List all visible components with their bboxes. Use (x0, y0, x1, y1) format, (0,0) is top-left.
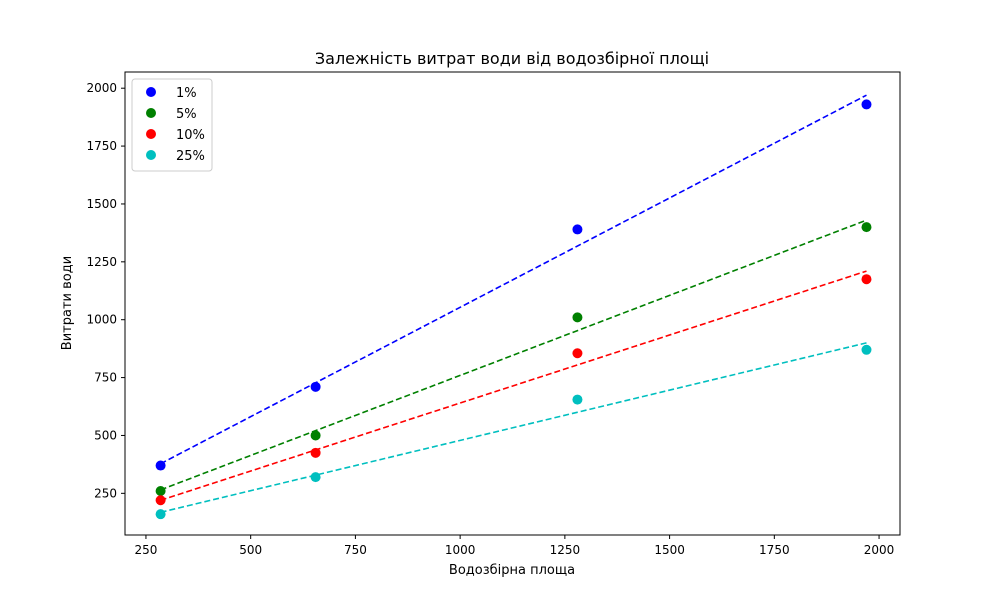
trend-line-2 (160, 270, 867, 502)
x-tick-label: 1000 (445, 543, 476, 557)
y-tick-label: 750 (94, 371, 117, 385)
plot-frame (124, 71, 901, 536)
legend-entry: 10% (176, 128, 205, 143)
legend-marker (146, 129, 156, 139)
legend-marker (146, 150, 156, 160)
data-point (572, 348, 583, 359)
data-point (572, 312, 583, 323)
legend-marker (146, 108, 156, 118)
y-tick-label: 1500 (86, 197, 117, 211)
legend-box (131, 78, 213, 172)
y-tick-label: 1000 (86, 313, 117, 327)
y-tick-label: 1250 (86, 255, 117, 269)
y-tick-label: 250 (94, 486, 117, 500)
x-tick-label: 1500 (654, 543, 685, 557)
data-point (572, 224, 583, 235)
x-tick-label: 2000 (864, 543, 895, 557)
x-tick-label: 250 (134, 543, 157, 557)
data-point (861, 222, 872, 233)
chart-title: Залежність витрат води від водозбірної п… (315, 49, 709, 68)
data-point (310, 472, 321, 483)
legend-entry: 25% (176, 149, 205, 164)
data-point (310, 381, 321, 392)
x-axis-label: Водозбірна площа (449, 563, 575, 578)
x-tick-label: 500 (239, 543, 262, 557)
data-point (572, 394, 583, 405)
x-tick-label: 750 (344, 543, 367, 557)
data-point (155, 495, 166, 506)
data-point (155, 509, 166, 520)
y-tick-label: 2000 (86, 81, 117, 95)
data-point (861, 274, 872, 285)
data-point (861, 344, 872, 355)
y-axis-label: Витрати води (60, 256, 75, 350)
data-point (155, 486, 166, 497)
data-point (861, 99, 872, 110)
x-tick-label: 1750 (759, 543, 790, 557)
y-tick-label: 1750 (86, 139, 117, 153)
y-tick-label: 500 (94, 428, 117, 442)
legend-entry: 5% (176, 107, 197, 122)
data-point (155, 460, 166, 471)
legend-marker (146, 87, 156, 97)
legend: 1% 5% 10% 25% (131, 78, 213, 172)
x-tick-label: 1250 (550, 543, 581, 557)
data-point (310, 447, 321, 458)
legend-entry: 1% (176, 86, 197, 101)
trend-line-0 (160, 94, 867, 465)
trend-line-3 (160, 342, 867, 514)
trend-line-1 (160, 219, 867, 491)
plot-area (155, 94, 872, 520)
data-point (310, 430, 321, 441)
axes: 250 500 750 1000 1250 1500 1750 2000 250 500 750 10… (86, 71, 901, 557)
